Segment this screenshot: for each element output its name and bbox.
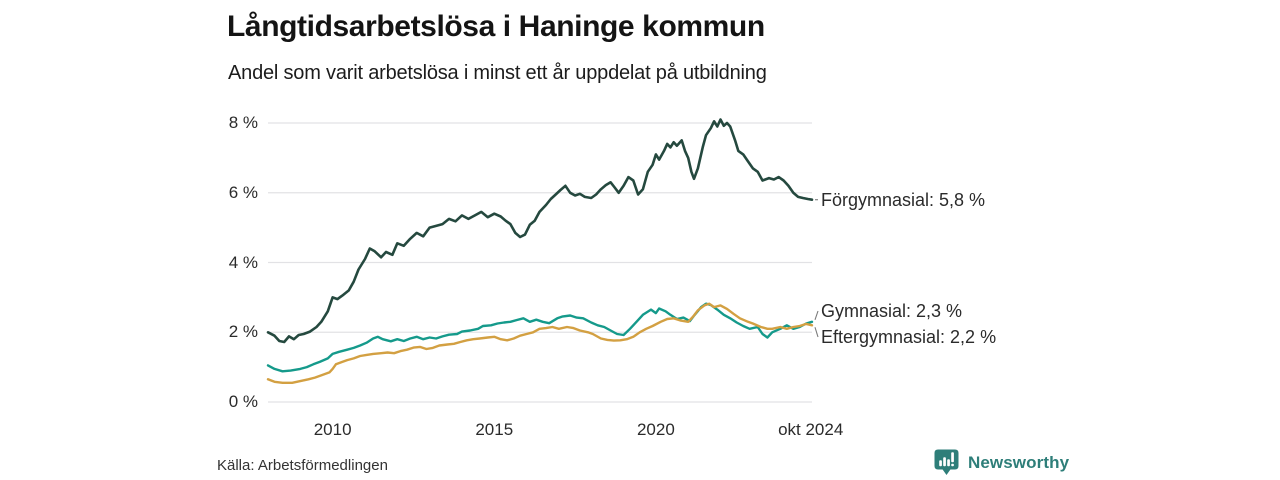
series-label-gymnasial: Gymnasial: 2,3 % (821, 301, 963, 321)
series-line-förgymnasial (266, 118, 814, 344)
source-note: Källa: Arbetsförmedlingen (217, 457, 388, 474)
x-axis-tick-label: 2015 (475, 420, 514, 439)
series-label-forgymnasial: Förgymnasial: 5,8 % (821, 189, 986, 210)
page-subtitle: Andel som varit arbetslösa i minst ett å… (228, 62, 767, 84)
y-axis-tick-label: 6 % (228, 182, 258, 202)
y-axis-tick-label: 8 % (228, 113, 258, 132)
label-connector (814, 327, 819, 338)
y-axis-tick-label: 4 % (228, 252, 258, 272)
page-title: Långtidsarbetslösa i Haninge kommun (227, 10, 765, 43)
x-axis-tick-label: 2020 (636, 420, 675, 439)
x-axis-tick-label: okt 2024 (778, 420, 844, 439)
x-axis-tick-label: 2010 (313, 420, 352, 439)
newsworthy-logo[interactable]: Newsworthy (933, 448, 1069, 477)
series-label-eftergymnasial: Eftergymnasial: 2,2 % (821, 327, 997, 347)
y-axis-tick-label: 0 % (228, 392, 258, 411)
y-axis-tick-label: 2 % (228, 322, 258, 342)
newsworthy-wordmark: Newsworthy (968, 452, 1070, 472)
label-connector (814, 310, 819, 320)
series-line-eftergymnasial (266, 302, 814, 384)
newsworthy-logo-icon (934, 449, 959, 475)
series-line-gymnasial (266, 302, 814, 373)
